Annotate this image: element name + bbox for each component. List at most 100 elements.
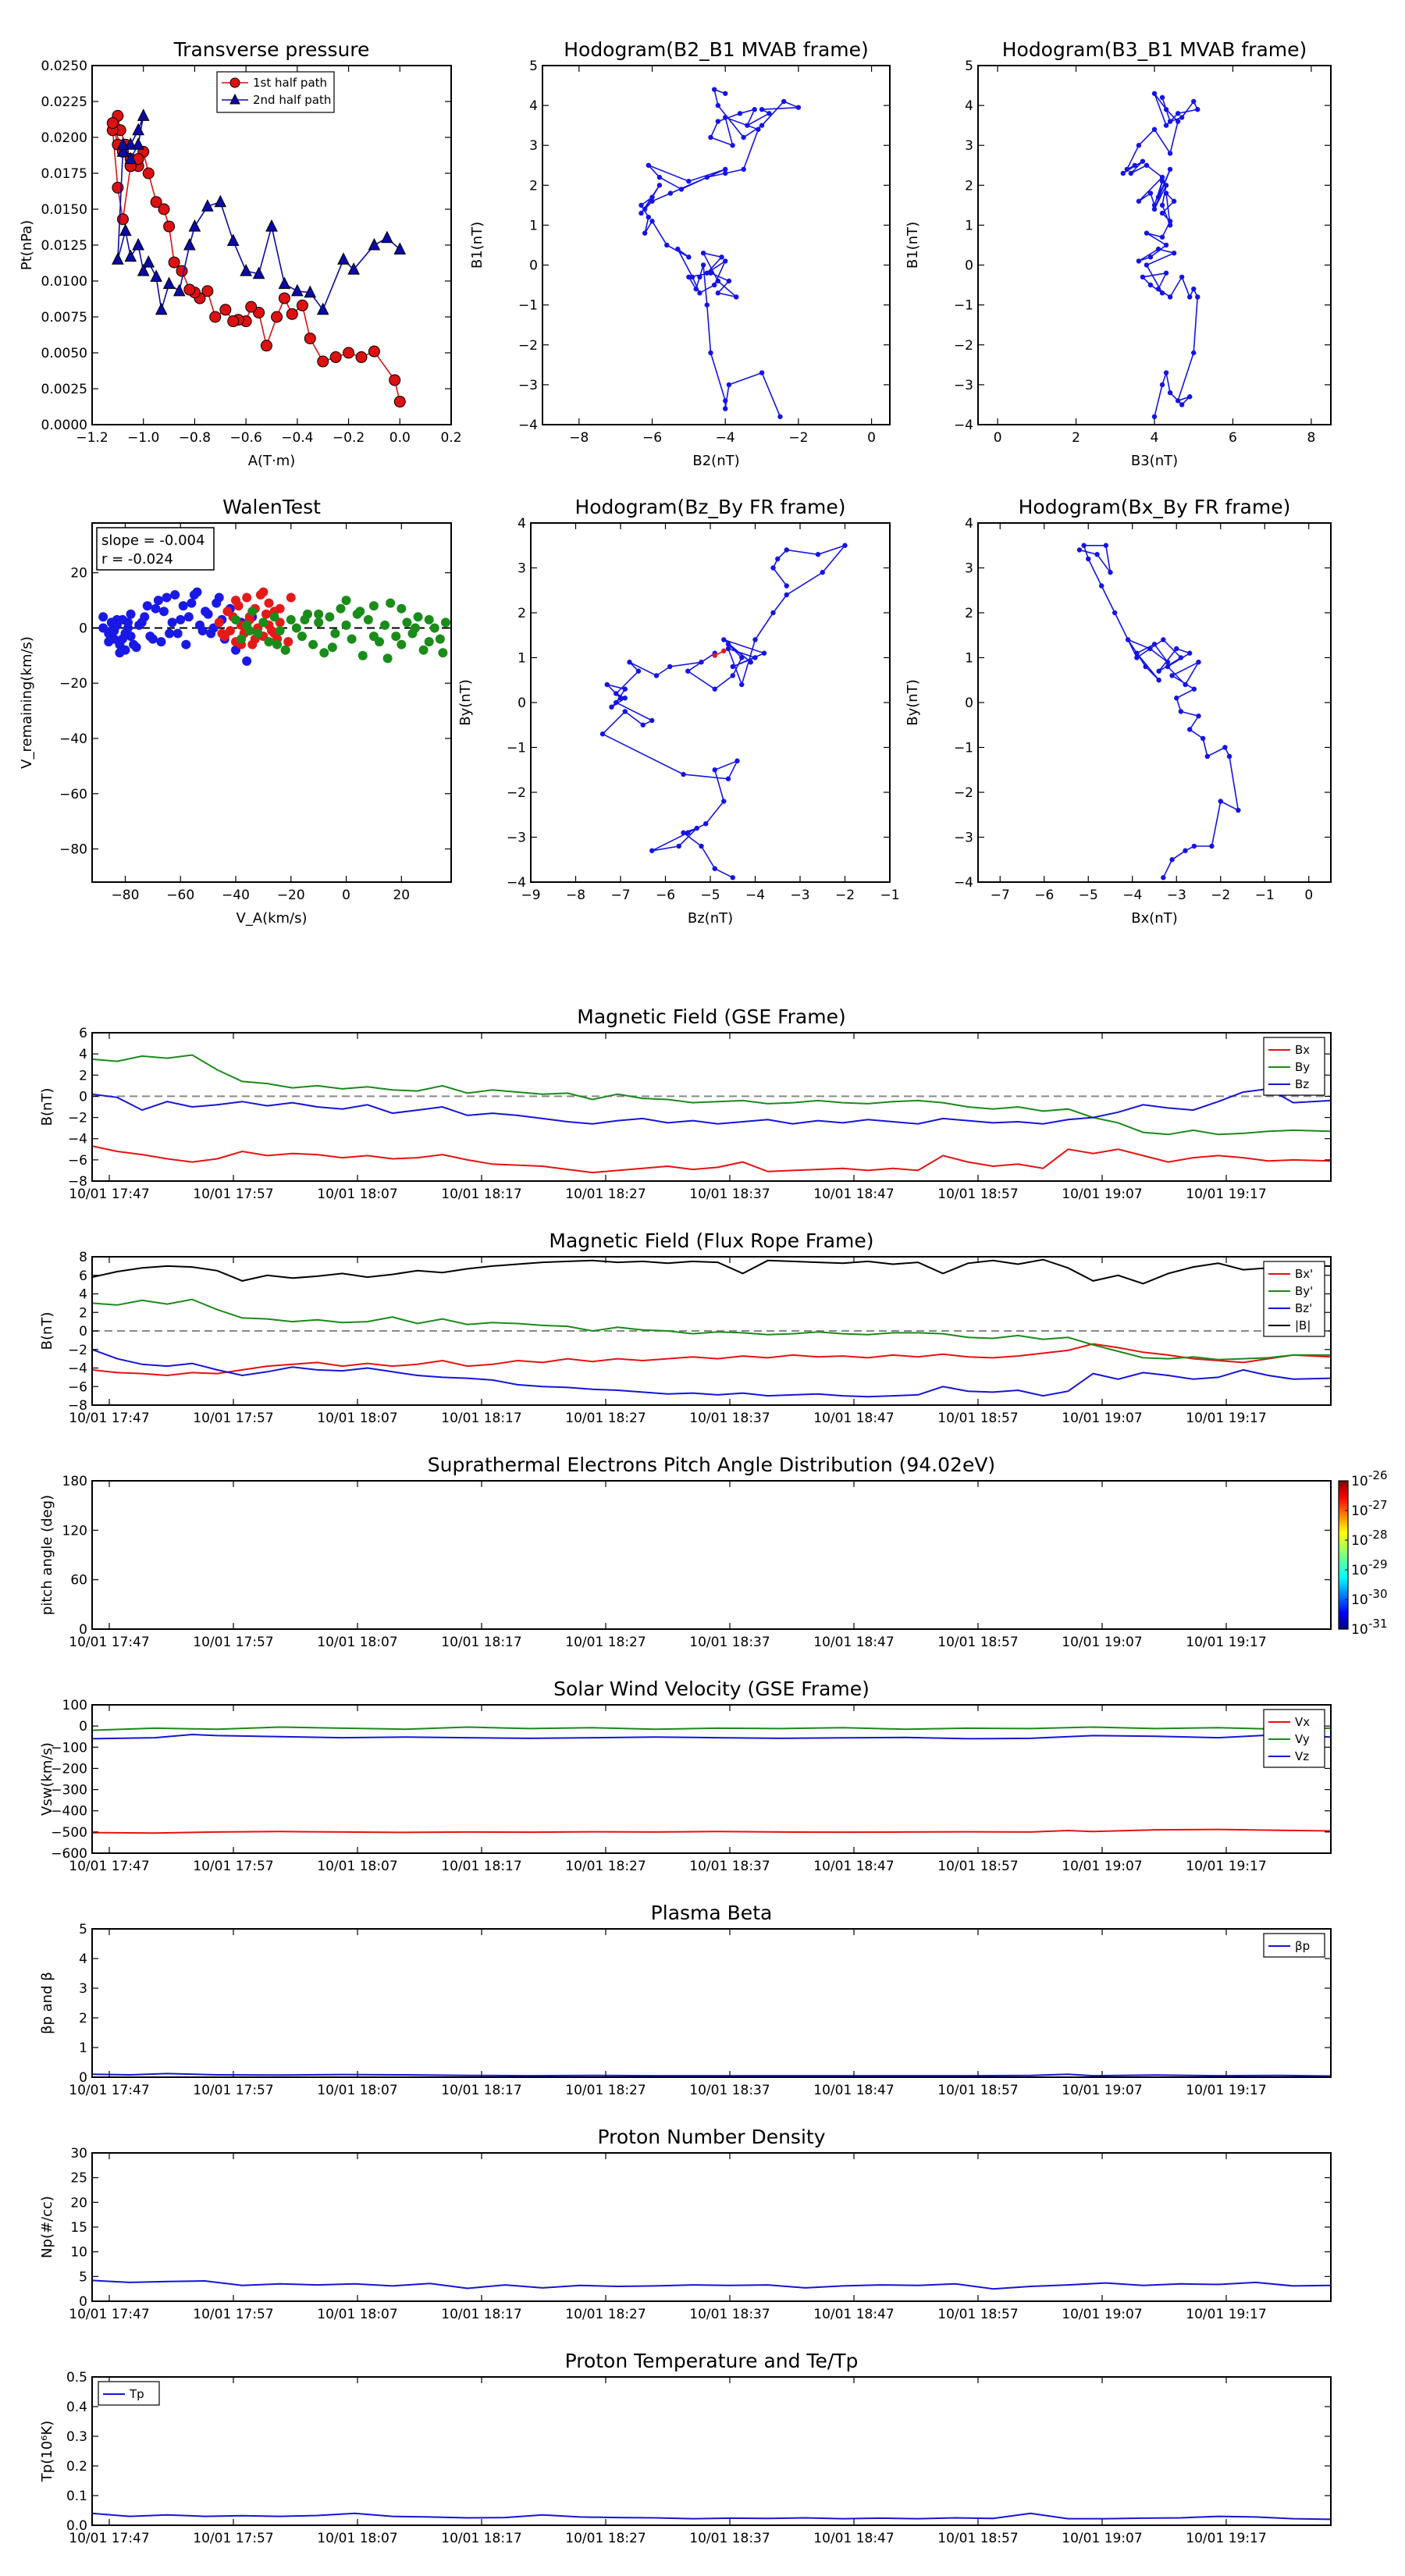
- data-point: [721, 637, 727, 642]
- chart-pad: Suprathermal Electrons Pitch Angle Distr…: [39, 1453, 1388, 1650]
- plot-area: [106, 109, 407, 408]
- data-point: [1125, 637, 1131, 642]
- y-tick-label: 30: [70, 2146, 87, 2161]
- data-point: [622, 696, 628, 701]
- data-point: [726, 278, 732, 284]
- y-tick-label: 8: [79, 1250, 87, 1265]
- data-point: [153, 596, 163, 606]
- data-point: [756, 126, 761, 132]
- plot-area: [1120, 91, 1200, 419]
- data-point: [649, 194, 655, 200]
- data-point: [1103, 543, 1109, 548]
- data-point: [664, 242, 670, 248]
- chart-hodo_b2b1: Hodogram(B2_B1 MVAB frame) −4 −3 −2 −1 0 1 2 3 4 5…: [469, 38, 891, 469]
- data-point: [140, 612, 150, 622]
- data-point: [176, 614, 186, 624]
- data-point: [1151, 91, 1158, 96]
- data-point: [126, 609, 136, 619]
- data-point: [1191, 686, 1197, 692]
- plot-frame: [91, 1032, 1332, 1182]
- data-point: [699, 843, 704, 849]
- chart-hodo_bxby: Hodogram(Bx_By FR frame) −4 −3 −2 −1 0 1 2 3 4 −7 −…: [905, 496, 1332, 927]
- chart-transverse: Transverse pressure 0.0000 0.0025 0.0050 0.0…: [19, 38, 462, 469]
- y-tick-label: 3: [518, 561, 526, 577]
- chart-title: WalenTest: [222, 496, 321, 518]
- legend-label: By': [1295, 1284, 1313, 1298]
- x-tick-label: 6: [1229, 430, 1237, 446]
- data-point: [1099, 583, 1104, 589]
- data-point: [1174, 646, 1179, 652]
- data-point: [413, 612, 423, 622]
- y-tick-label: 3: [529, 138, 538, 154]
- data-point: [214, 194, 227, 208]
- data-point: [1165, 664, 1171, 670]
- data-point: [330, 628, 340, 639]
- x-tick-label: 10/01 18:27: [565, 2531, 646, 2546]
- data-point: [183, 237, 196, 251]
- data-point: [167, 617, 177, 628]
- x-tick-label: 10/01 18:47: [813, 1859, 894, 1874]
- data-point: [142, 254, 155, 268]
- data-point: [656, 174, 663, 180]
- data-point: [617, 696, 624, 701]
- x-tick-label: 10/01 17:57: [193, 1859, 273, 1874]
- data-point: [715, 290, 721, 296]
- series-line-By': [92, 1298, 1331, 1361]
- x-tick-label: 10/01 18:17: [441, 1411, 521, 1426]
- colorbar-tick-exponent: -26: [1368, 1468, 1388, 1482]
- x-tick-label: 10/01 19:17: [1186, 2531, 1266, 2546]
- data-point: [1183, 848, 1188, 853]
- x-tick-label: 10/01 19:17: [1186, 1859, 1266, 1874]
- data-point: [1187, 394, 1193, 400]
- y-tick-label: 60: [70, 1573, 87, 1589]
- y-axis-label: βp and β: [39, 1972, 55, 2034]
- y-tick-label: 5: [79, 1922, 87, 1937]
- data-point: [1076, 547, 1083, 553]
- series-line-0: [640, 88, 799, 418]
- data-point: [106, 117, 119, 130]
- data-point: [622, 709, 628, 714]
- data-point: [761, 650, 767, 656]
- data-point: [132, 137, 144, 150]
- data-point: [752, 655, 758, 660]
- data-point: [1204, 753, 1211, 760]
- y-axis-label: Np(#/cc): [39, 2196, 55, 2258]
- x-tick-label: 10/01 18:17: [441, 2083, 521, 2098]
- data-point: [286, 308, 298, 320]
- x-tick-label: 10/01 19:07: [1062, 1411, 1142, 1426]
- y-tick-label: 3: [965, 561, 973, 577]
- data-point: [1195, 107, 1200, 112]
- x-tick-label: 10/01 18:37: [689, 2531, 770, 2546]
- data-point: [712, 767, 717, 773]
- data-point: [402, 617, 412, 628]
- y-tick-label: −40: [59, 731, 87, 747]
- data-point: [704, 302, 710, 308]
- data-point: [123, 617, 133, 628]
- y-tick-label: −3: [518, 378, 538, 393]
- data-point: [675, 246, 681, 252]
- data-point: [723, 115, 728, 120]
- x-tick-label: 10/01 17:57: [193, 2307, 273, 2322]
- x-tick-label: 10/01 18:07: [317, 2083, 397, 2098]
- data-point: [124, 151, 137, 165]
- x-tick-label: −5: [1079, 888, 1098, 903]
- data-point: [759, 123, 765, 128]
- plot-frame: [91, 522, 452, 883]
- y-tick-label: 100: [62, 1698, 87, 1713]
- chart-title: Hodogram(B2_B1 MVAB frame): [564, 38, 869, 61]
- x-tick-label: 10/01 18:57: [937, 2307, 1018, 2322]
- data-point: [784, 583, 789, 589]
- data-point: [1159, 234, 1165, 240]
- data-point: [438, 648, 448, 658]
- y-tick-label: −2: [68, 1343, 87, 1358]
- x-tick-label: 10/01 19:17: [1186, 1411, 1266, 1426]
- y-axis-label: B(nT): [39, 1312, 55, 1350]
- data-point: [231, 596, 240, 606]
- x-tick-label: 10/01 18:37: [689, 1859, 770, 1874]
- data-point: [124, 249, 137, 262]
- y-tick-label: 25: [70, 2171, 87, 2186]
- data-point: [260, 340, 272, 352]
- data-point: [264, 637, 274, 647]
- y-tick-label: 0.0225: [41, 94, 87, 110]
- data-point: [1144, 262, 1150, 268]
